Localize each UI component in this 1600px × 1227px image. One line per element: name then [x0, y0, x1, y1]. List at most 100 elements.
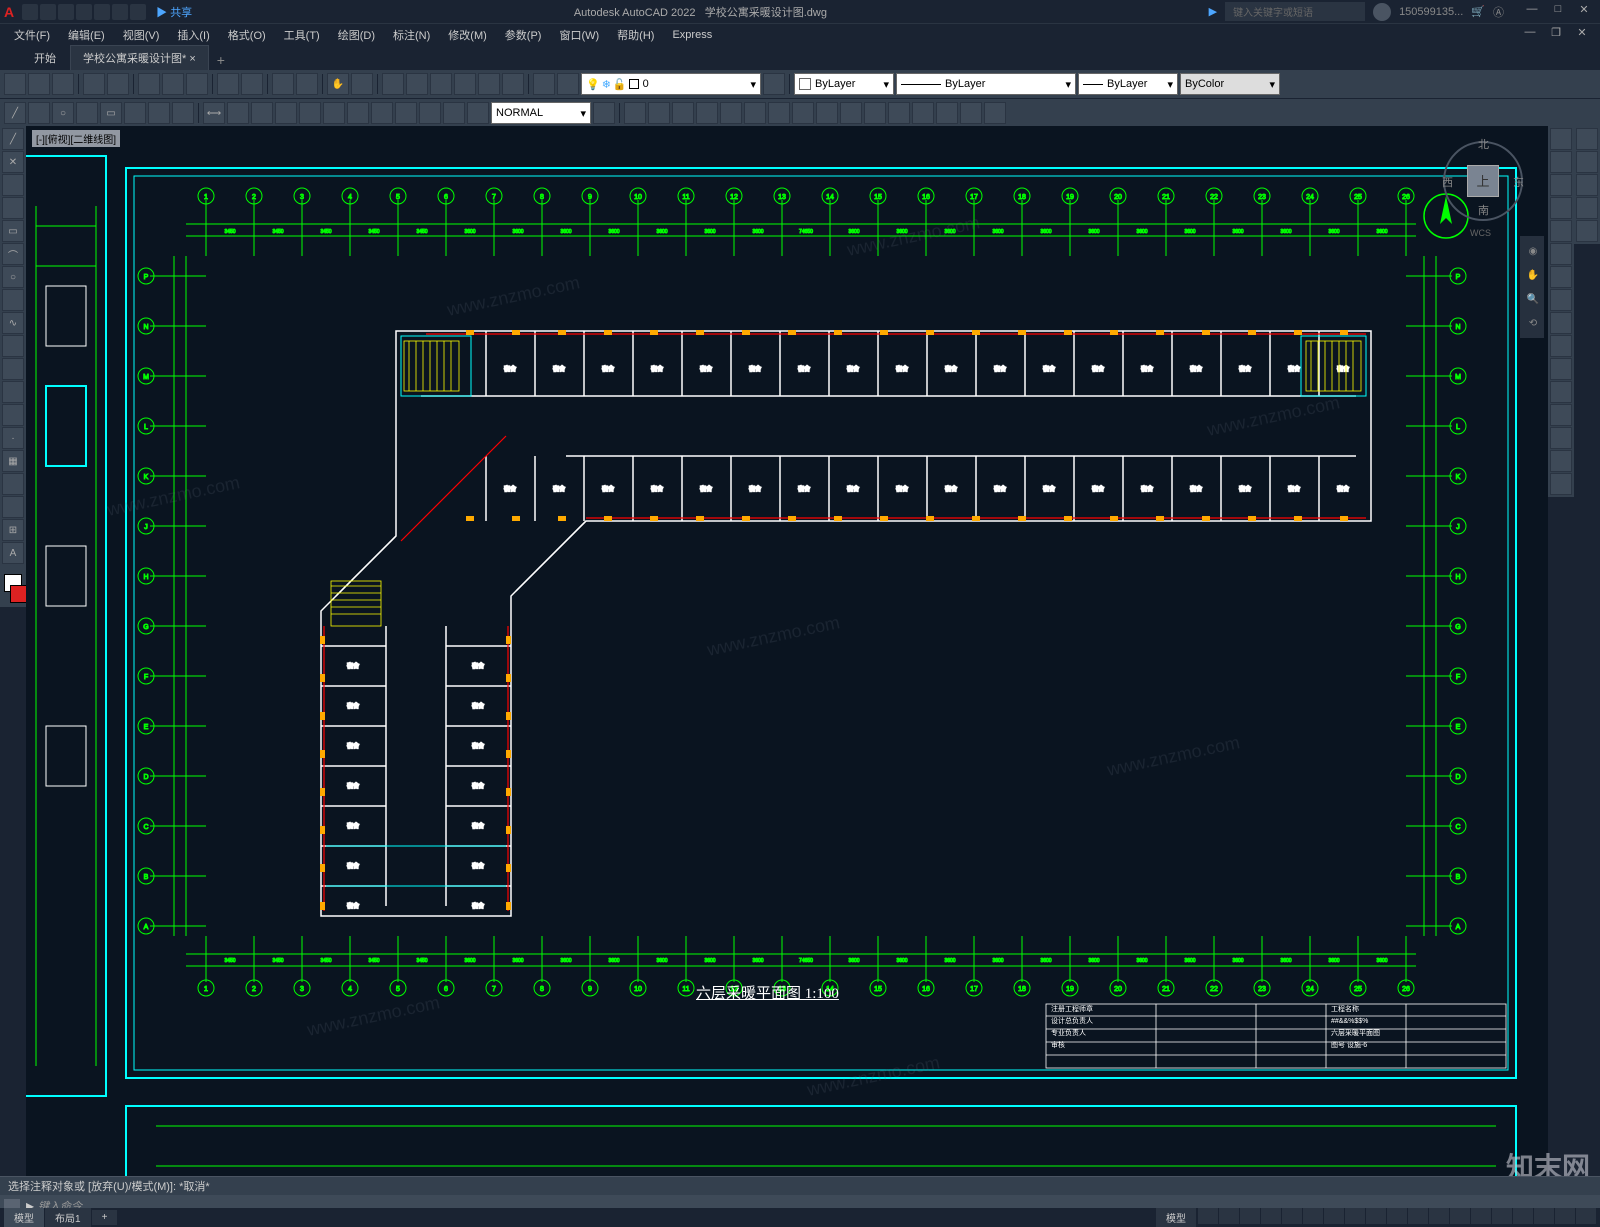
menu-insert[interactable]: 插入(I)	[169, 25, 217, 45]
lt-mtext-icon[interactable]: A	[2, 542, 24, 564]
tb-centermark-icon[interactable]	[443, 102, 465, 124]
rt-scale-icon[interactable]	[1550, 289, 1572, 311]
status-hardware-icon[interactable]	[1513, 1208, 1533, 1224]
lt-spline-icon[interactable]: ∿	[2, 312, 24, 334]
tb-save-icon[interactable]	[52, 73, 74, 95]
tb-dimedit-icon[interactable]	[467, 102, 489, 124]
rt-copy-icon[interactable]	[1550, 151, 1572, 173]
menu-modify[interactable]: 修改(M)	[440, 25, 495, 45]
tb-dimbaseline-icon[interactable]	[371, 102, 393, 124]
tb-sheetset-icon[interactable]	[454, 73, 476, 95]
rt-fillet-icon[interactable]	[1550, 450, 1572, 472]
tb-stretch-icon[interactable]	[672, 102, 694, 124]
status-annoscale-icon[interactable]	[1471, 1208, 1491, 1224]
tb-chamfer-icon[interactable]	[864, 102, 886, 124]
viewcube-north[interactable]: 北	[1478, 136, 1489, 152]
tb-offset-icon[interactable]	[936, 102, 958, 124]
tb-pline-icon[interactable]	[28, 102, 50, 124]
status-tab-plus[interactable]: +	[92, 1210, 118, 1225]
menu-dimension[interactable]: 标注(N)	[385, 25, 438, 45]
qat-redo-icon[interactable]	[130, 4, 146, 20]
tb-plot-icon[interactable]	[83, 73, 105, 95]
tb-matchprop-icon[interactable]	[217, 73, 239, 95]
tb-open-icon[interactable]	[28, 73, 50, 95]
tb-zoom-icon[interactable]	[351, 73, 373, 95]
menu-window[interactable]: 窗口(W)	[551, 25, 607, 45]
tb-layer-prev-icon[interactable]	[763, 73, 785, 95]
rt-join-icon[interactable]	[1550, 404, 1572, 426]
status-annomonitor-icon[interactable]	[1450, 1208, 1470, 1224]
tb-rect-icon[interactable]: ▭	[100, 102, 122, 124]
menu-params[interactable]: 参数(P)	[497, 25, 550, 45]
tb-trim-icon[interactable]	[768, 102, 790, 124]
rt-array-icon[interactable]	[1550, 220, 1572, 242]
tb-preview-icon[interactable]	[107, 73, 129, 95]
tb-dimcontinue-icon[interactable]	[347, 102, 369, 124]
menu-draw[interactable]: 绘图(D)	[330, 25, 383, 45]
plotstyle-dropdown[interactable]: ByColor▾	[1180, 73, 1280, 95]
viewcube-south[interactable]: 南	[1478, 202, 1489, 218]
status-grid-icon[interactable]	[1198, 1208, 1218, 1224]
rt-stretch-icon[interactable]	[1550, 312, 1572, 334]
rt-extend-icon[interactable]	[1550, 358, 1572, 380]
tb-leader-icon[interactable]	[395, 102, 417, 124]
lt-circle-icon[interactable]: ○	[2, 266, 24, 288]
layer-dropdown[interactable]: 💡❄🔓 0 ▾	[581, 73, 761, 95]
rn-wheel-icon[interactable]	[1576, 128, 1598, 150]
linetype-dropdown[interactable]: ByLayer▾	[896, 73, 1076, 95]
tab-document[interactable]: 学校公寓采暖设计图* ×	[70, 45, 209, 70]
rt-erase-icon[interactable]	[1550, 128, 1572, 150]
lt-line-icon[interactable]: ╱	[2, 128, 24, 150]
color-dropdown[interactable]: ByLayer▾	[794, 73, 894, 95]
tb-move-icon[interactable]	[624, 102, 646, 124]
lt-revcloud-icon[interactable]	[2, 289, 24, 311]
status-polar-icon[interactable]	[1261, 1208, 1281, 1224]
tb-erase-icon[interactable]	[960, 102, 982, 124]
rn-showmotn-icon[interactable]	[1576, 220, 1598, 242]
viewcube-east[interactable]: 东	[1513, 174, 1524, 190]
viewcube-wcs[interactable]: WCS	[1470, 228, 1491, 238]
rt-move-icon[interactable]	[1550, 243, 1572, 265]
nav-wheel-icon[interactable]: ◉	[1522, 240, 1544, 262]
nav-zoom-icon[interactable]: 🔍	[1522, 288, 1544, 310]
tb-dimdiameter-icon[interactable]	[299, 102, 321, 124]
tb-layer-state-icon[interactable]	[557, 73, 579, 95]
tb-array-icon[interactable]	[912, 102, 934, 124]
viewcube[interactable]: 上 北 南 东 西 WCS	[1438, 136, 1528, 226]
rt-rotate-icon[interactable]	[1550, 266, 1572, 288]
user-avatar-icon[interactable]	[1373, 3, 1391, 21]
menu-help[interactable]: 帮助(H)	[609, 25, 662, 45]
tb-dimstyle-icon[interactable]	[593, 102, 615, 124]
tb-ellipse-icon[interactable]	[148, 102, 170, 124]
tb-layer-manage-icon[interactable]	[533, 73, 555, 95]
tb-copy2-icon[interactable]	[648, 102, 670, 124]
tb-qcount-icon[interactable]	[502, 73, 524, 95]
tb-dimaligned-icon[interactable]	[227, 102, 249, 124]
tb-dimordinate-icon[interactable]	[323, 102, 345, 124]
tab-new-button[interactable]: +	[209, 50, 233, 70]
tab-start[interactable]: 开始	[20, 46, 70, 70]
help-icon[interactable]: Ⓐ	[1493, 4, 1504, 20]
drawing-canvas[interactable]: [-][俯视][二维线图] 13450234503345043450534506…	[26, 126, 1548, 1176]
rt-trim-icon[interactable]	[1550, 335, 1572, 357]
tb-copy-icon[interactable]	[162, 73, 184, 95]
lt-ellipsearc-icon[interactable]	[2, 358, 24, 380]
qat-plot-icon[interactable]	[94, 4, 110, 20]
lt-point-icon[interactable]: ·	[2, 427, 24, 449]
rt-chamfer-icon[interactable]	[1550, 427, 1572, 449]
minimize-button[interactable]: —	[1520, 3, 1544, 21]
rt-mirror-icon[interactable]	[1550, 174, 1572, 196]
tb-scale-icon[interactable]	[744, 102, 766, 124]
lt-pline-icon[interactable]	[2, 174, 24, 196]
tb-block-icon[interactable]	[241, 73, 263, 95]
viewcube-west[interactable]: 西	[1442, 174, 1453, 190]
dimstyle-dropdown[interactable]: NORMAL▾	[491, 102, 591, 124]
qat-open-icon[interactable]	[40, 4, 56, 20]
menu-express[interactable]: Express	[664, 27, 720, 43]
tb-fillet-icon[interactable]	[888, 102, 910, 124]
status-sc-icon[interactable]	[1429, 1208, 1449, 1224]
tb-dimradius-icon[interactable]	[275, 102, 297, 124]
tb-rotate-icon[interactable]	[696, 102, 718, 124]
lt-arc-icon[interactable]: ⌒	[2, 243, 24, 265]
tb-polygon-icon[interactable]	[124, 102, 146, 124]
